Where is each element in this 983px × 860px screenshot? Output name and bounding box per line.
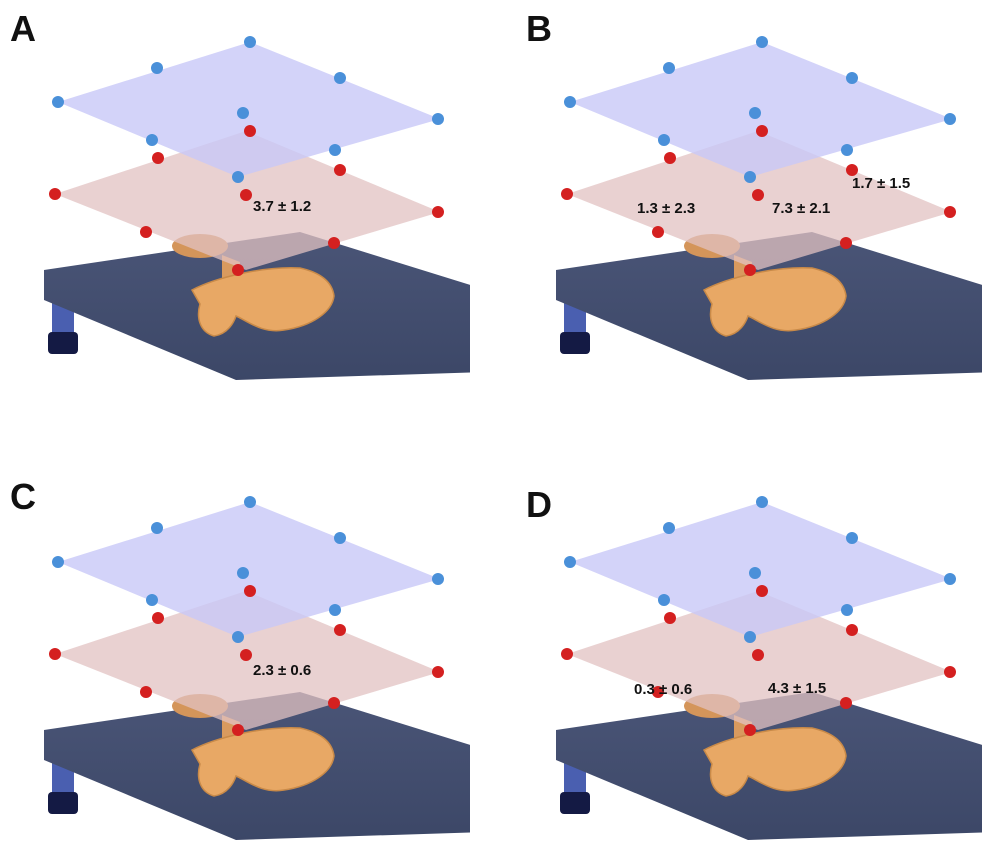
blue-dot-icon — [749, 567, 761, 579]
red-dot-icon — [244, 125, 256, 137]
panel-illustration — [556, 36, 982, 380]
upper-plane — [58, 502, 440, 637]
blue-dot-icon — [334, 72, 346, 84]
value-label: 1.7 ± 1.5 — [852, 175, 911, 192]
panel-d: D 0.3 ± 0.6 4.3 ± 1.5 — [512, 460, 982, 860]
red-dot-icon — [744, 724, 756, 736]
blue-dot-icon — [564, 96, 576, 108]
blue-dot-icon — [237, 107, 249, 119]
panel-letter: D — [526, 484, 552, 525]
panel-b: B 1.3 ± 2.3 7.3 ± 2.1 1.7 ± 1.5 — [512, 0, 982, 400]
red-dot-icon — [652, 226, 664, 238]
red-dot-icon — [140, 226, 152, 238]
blue-dot-icon — [841, 604, 853, 616]
blue-dot-icon — [237, 567, 249, 579]
red-dot-icon — [840, 697, 852, 709]
red-dot-icon — [432, 206, 444, 218]
red-dot-icon — [846, 624, 858, 636]
red-dot-icon — [561, 648, 573, 660]
blue-dot-icon — [841, 144, 853, 156]
blue-dot-icon — [232, 631, 244, 643]
blue-dot-icon — [663, 62, 675, 74]
red-dot-icon — [561, 188, 573, 200]
blue-dot-icon — [151, 522, 163, 534]
blue-dot-icon — [564, 556, 576, 568]
red-dot-icon — [840, 237, 852, 249]
blue-dot-icon — [756, 36, 768, 48]
blue-dot-icon — [658, 134, 670, 146]
blue-dot-icon — [232, 171, 244, 183]
upper-plane — [570, 42, 952, 177]
red-dot-icon — [652, 686, 664, 698]
red-dot-icon — [140, 686, 152, 698]
blue-dot-icon — [146, 594, 158, 606]
blue-dot-icon — [432, 113, 444, 125]
panel-letter: A — [10, 8, 36, 49]
red-dot-icon — [328, 697, 340, 709]
red-dot-icon — [152, 152, 164, 164]
blue-dot-icon — [744, 631, 756, 643]
red-dot-icon — [752, 189, 764, 201]
panel-a: A 3.7 ± 1.2 — [0, 0, 470, 400]
panel-illustration — [44, 36, 470, 380]
upper-plane — [570, 502, 952, 637]
value-label: 3.7 ± 1.2 — [253, 198, 312, 215]
red-dot-icon — [944, 666, 956, 678]
red-dot-icon — [49, 648, 61, 660]
value-label: 7.3 ± 2.1 — [772, 200, 831, 217]
red-dot-icon — [664, 152, 676, 164]
red-dot-icon — [232, 264, 244, 276]
blue-dot-icon — [151, 62, 163, 74]
panel-letter: B — [526, 8, 552, 49]
red-dot-icon — [328, 237, 340, 249]
blue-dot-icon — [658, 594, 670, 606]
red-dot-icon — [240, 189, 252, 201]
red-dot-icon — [752, 649, 764, 661]
red-dot-icon — [432, 666, 444, 678]
blue-dot-icon — [52, 96, 64, 108]
red-dot-icon — [152, 612, 164, 624]
panel-letter: C — [10, 476, 36, 517]
red-dot-icon — [232, 724, 244, 736]
red-dot-icon — [49, 188, 61, 200]
blue-dot-icon — [944, 113, 956, 125]
blue-dot-icon — [756, 496, 768, 508]
panel-illustration — [44, 496, 470, 840]
red-dot-icon — [944, 206, 956, 218]
blue-dot-icon — [846, 532, 858, 544]
panel-c: C 2.3 ± 0.6 — [0, 460, 470, 860]
panel-illustration — [556, 496, 982, 840]
blue-dot-icon — [244, 496, 256, 508]
value-label: 4.3 ± 1.5 — [768, 680, 827, 697]
blue-dot-icon — [432, 573, 444, 585]
red-dot-icon — [244, 585, 256, 597]
blue-dot-icon — [944, 573, 956, 585]
blue-dot-icon — [846, 72, 858, 84]
upper-plane — [58, 42, 440, 177]
value-label: 1.3 ± 2.3 — [637, 200, 696, 217]
red-dot-icon — [744, 264, 756, 276]
red-dot-icon — [240, 649, 252, 661]
blue-dot-icon — [744, 171, 756, 183]
red-dot-icon — [756, 585, 768, 597]
value-label: 2.3 ± 0.6 — [253, 662, 312, 679]
blue-dot-icon — [334, 532, 346, 544]
blue-dot-icon — [52, 556, 64, 568]
red-dot-icon — [756, 125, 768, 137]
value-label: 0.3 ± 0.6 — [634, 681, 693, 698]
blue-dot-icon — [244, 36, 256, 48]
red-dot-icon — [664, 612, 676, 624]
blue-dot-icon — [329, 604, 341, 616]
red-dot-icon — [334, 164, 346, 176]
blue-dot-icon — [329, 144, 341, 156]
red-dot-icon — [846, 164, 858, 176]
blue-dot-icon — [749, 107, 761, 119]
blue-dot-icon — [146, 134, 158, 146]
blue-dot-icon — [663, 522, 675, 534]
red-dot-icon — [334, 624, 346, 636]
